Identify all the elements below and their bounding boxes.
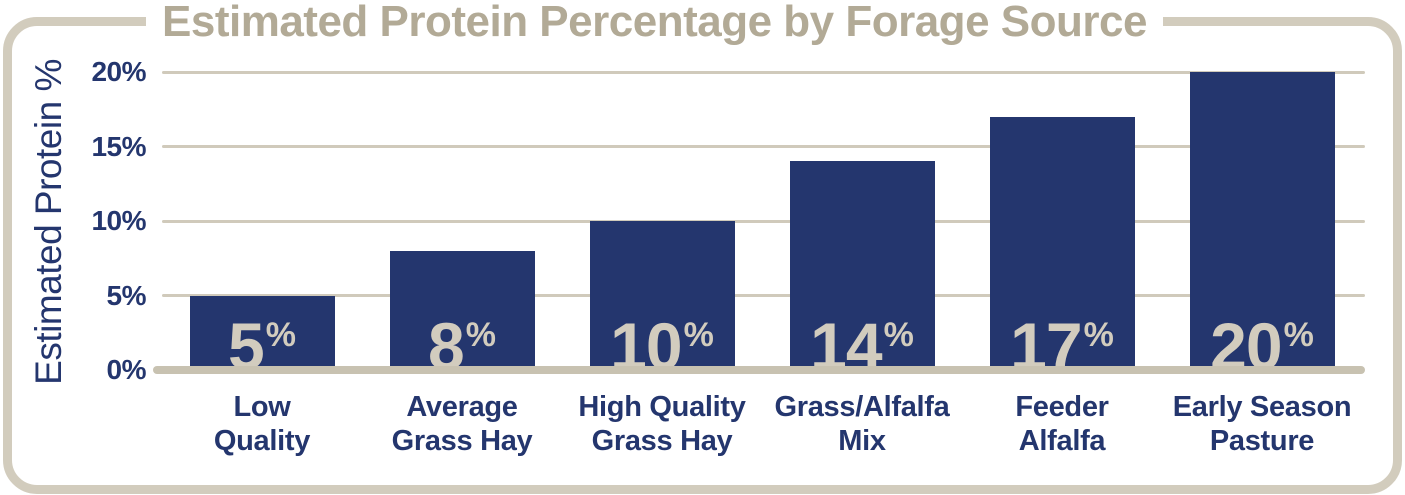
x-axis-line: [153, 366, 1365, 374]
y-tick-label-5: 5%: [106, 279, 147, 311]
x-category-label-line: Early Season: [1172, 391, 1352, 423]
x-category-label-early-season-pasture: Early Season Pasture: [1132, 390, 1392, 458]
y-tick-label-0: 0%: [106, 354, 147, 385]
bar-high-quality-grass-hay: 10%: [589, 221, 735, 379]
gridline-5: [162, 294, 1365, 297]
gridline-15: [162, 145, 1365, 148]
x-category-label-line: High Quality: [578, 391, 746, 423]
x-category-label-line: Grass Hay: [591, 425, 733, 457]
bar-feeder-alfalfa: 17%: [989, 116, 1135, 379]
gridline-20: [162, 70, 1365, 74]
x-category-label-line: Quality: [213, 425, 311, 457]
percent-sign: %: [883, 316, 914, 354]
percent-sign: %: [1083, 316, 1114, 354]
bar-grass-alfalfa-mix: 14%: [789, 161, 935, 379]
plot-area: 5% 8% 10% 14% 17% 20%: [162, 70, 1365, 379]
x-category-label-line: Pasture: [1209, 425, 1315, 457]
y-tick-label-20: 20%: [91, 56, 146, 87]
percent-sign: %: [1283, 316, 1314, 354]
y-tick-label-10: 10%: [91, 205, 146, 236]
x-category-label-feeder-alfalfa: Feeder Alfalfa: [932, 390, 1192, 458]
x-category-label-line: Alfalfa: [1018, 425, 1106, 457]
chart-title: Estimated Protein Percentage by Forage S…: [146, 0, 1163, 48]
bar-average-grass-hay: 8%: [389, 250, 535, 379]
x-category-label-average-grass-hay: Average Grass Hay: [332, 390, 592, 458]
x-category-label-grass-alfalfa-mix: Grass/Alfalfa Mix: [732, 390, 992, 458]
gridline-10: [162, 219, 1365, 223]
percent-sign: %: [265, 316, 296, 354]
x-category-label-line: Grass/Alfalfa: [774, 391, 950, 423]
y-tick-label-15: 15%: [91, 130, 146, 162]
bar-early-season-pasture: 20%: [1189, 72, 1335, 379]
x-category-label-line: Low: [233, 391, 291, 423]
bar-low-quality: 5%: [189, 295, 335, 379]
x-category-label-line: Mix: [838, 425, 886, 457]
x-category-label-low-quality: Low Quality: [132, 390, 392, 458]
percent-sign: %: [683, 316, 714, 354]
x-category-label-line: Feeder: [1015, 391, 1109, 423]
percent-sign: %: [465, 316, 496, 354]
x-category-label-high-quality-grass-hay: High Quality Grass Hay: [532, 390, 792, 458]
x-category-label-line: Average: [406, 391, 518, 423]
x-category-label-line: Grass Hay: [391, 425, 533, 457]
